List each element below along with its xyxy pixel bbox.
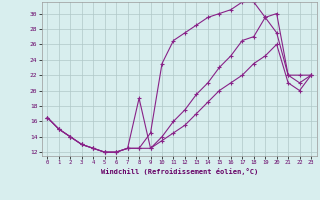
X-axis label: Windchill (Refroidissement éolien,°C): Windchill (Refroidissement éolien,°C) <box>100 168 258 175</box>
